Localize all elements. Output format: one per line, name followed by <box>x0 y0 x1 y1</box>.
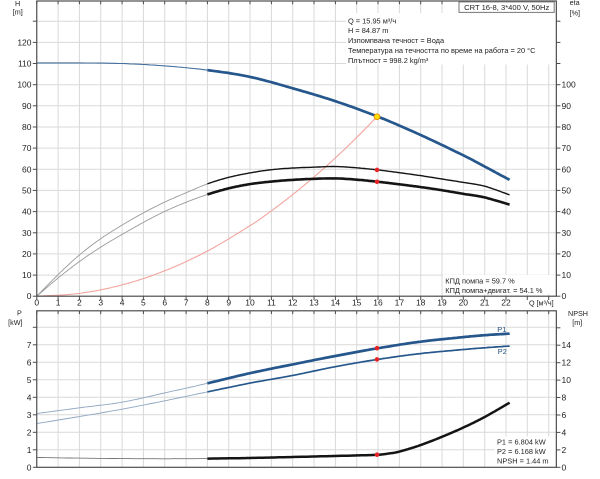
svg-text:NPSH = 1.44 m: NPSH = 1.44 m <box>497 457 549 466</box>
svg-text:20: 20 <box>562 249 572 259</box>
svg-text:3: 3 <box>27 410 32 420</box>
svg-text:60: 60 <box>562 164 572 174</box>
svg-text:50: 50 <box>22 185 32 195</box>
svg-text:0: 0 <box>34 297 39 307</box>
svg-text:eta: eta <box>570 0 580 7</box>
svg-text:70: 70 <box>562 143 572 153</box>
svg-text:40: 40 <box>22 207 32 217</box>
svg-text:4: 4 <box>27 392 32 402</box>
svg-text:КПД помпа+двигат. = 54.1 %: КПД помпа+двигат. = 54.1 % <box>445 286 543 295</box>
svg-text:3: 3 <box>98 297 103 307</box>
svg-text:21: 21 <box>480 297 490 307</box>
svg-text:15: 15 <box>352 297 362 307</box>
svg-text:7: 7 <box>184 297 189 307</box>
svg-text:2: 2 <box>562 445 567 455</box>
svg-text:NPSH: NPSH <box>568 309 588 318</box>
svg-text:80: 80 <box>22 122 32 132</box>
svg-text:4: 4 <box>120 297 125 307</box>
svg-text:13: 13 <box>309 297 319 307</box>
svg-text:40: 40 <box>562 207 572 217</box>
svg-text:6: 6 <box>162 297 167 307</box>
svg-text:30: 30 <box>562 228 572 238</box>
svg-text:80: 80 <box>562 122 572 132</box>
svg-text:4: 4 <box>562 427 567 437</box>
svg-text:12: 12 <box>562 358 572 368</box>
svg-text:50: 50 <box>562 185 572 195</box>
svg-text:0: 0 <box>562 462 567 472</box>
svg-text:2: 2 <box>27 427 32 437</box>
svg-text:P: P <box>17 309 22 318</box>
svg-text:2: 2 <box>77 297 82 307</box>
svg-text:100: 100 <box>562 80 576 90</box>
svg-text:H = 84.87 m: H = 84.87 m <box>348 26 388 35</box>
svg-text:70: 70 <box>22 143 32 153</box>
svg-text:8: 8 <box>562 393 567 403</box>
svg-text:10: 10 <box>562 375 572 385</box>
svg-text:0: 0 <box>562 291 567 301</box>
svg-text:9: 9 <box>226 297 231 307</box>
svg-text:100: 100 <box>17 80 31 90</box>
svg-text:7: 7 <box>27 340 32 350</box>
svg-text:P1 = 6.804 kW: P1 = 6.804 kW <box>497 437 546 446</box>
svg-text:Плътност = 998.2 kg/m³: Плътност = 998.2 kg/m³ <box>348 56 429 65</box>
svg-text:P2: P2 <box>498 347 507 356</box>
svg-text:5: 5 <box>141 297 146 307</box>
svg-text:Q = 15.95 м³/ч: Q = 15.95 м³/ч <box>348 16 396 25</box>
svg-text:Q [м³/ч]: Q [м³/ч] <box>529 298 554 307</box>
svg-text:110: 110 <box>18 59 32 69</box>
svg-text:30: 30 <box>22 228 32 238</box>
svg-text:[%]: [%] <box>570 8 580 17</box>
svg-text:[m]: [m] <box>572 318 582 327</box>
svg-text:16: 16 <box>373 297 383 307</box>
svg-text:5: 5 <box>27 375 32 385</box>
svg-text:12: 12 <box>288 297 298 307</box>
svg-text:19: 19 <box>437 297 447 307</box>
svg-text:120: 120 <box>17 37 31 47</box>
svg-text:14: 14 <box>331 297 341 307</box>
svg-text:10: 10 <box>562 270 572 280</box>
svg-text:Изпомпвана течност = Вода: Изпомпвана течност = Вода <box>348 36 445 45</box>
svg-text:Температура на течността по вр: Температура на течността по време на раб… <box>348 46 536 55</box>
svg-text:0: 0 <box>27 462 32 472</box>
svg-text:90: 90 <box>562 101 572 111</box>
svg-text:10: 10 <box>22 270 32 280</box>
svg-text:11: 11 <box>267 297 276 307</box>
svg-text:0: 0 <box>27 291 32 301</box>
svg-text:8: 8 <box>205 297 210 307</box>
svg-text:17: 17 <box>395 297 405 307</box>
svg-text:P2 = 6.168 kW: P2 = 6.168 kW <box>497 447 546 456</box>
svg-text:10: 10 <box>245 297 255 307</box>
svg-text:H: H <box>15 0 20 8</box>
svg-text:20: 20 <box>459 297 469 307</box>
svg-text:CRT 16-8, 3*400 V, 50Hz: CRT 16-8, 3*400 V, 50Hz <box>464 3 549 12</box>
svg-text:18: 18 <box>416 297 426 307</box>
svg-text:60: 60 <box>22 164 32 174</box>
svg-text:6: 6 <box>27 357 32 367</box>
svg-text:6: 6 <box>562 410 567 420</box>
svg-text:1: 1 <box>56 297 61 307</box>
svg-text:P1: P1 <box>497 325 506 334</box>
svg-text:20: 20 <box>22 249 32 259</box>
svg-text:[m]: [m] <box>13 7 23 16</box>
svg-text:КПД помпа = 59.7 %: КПД помпа = 59.7 % <box>445 277 515 286</box>
svg-text:[kW]: [kW] <box>8 318 22 327</box>
svg-text:22: 22 <box>501 297 511 307</box>
svg-text:14: 14 <box>562 340 572 350</box>
svg-text:1: 1 <box>27 445 32 455</box>
svg-text:90: 90 <box>22 101 32 111</box>
